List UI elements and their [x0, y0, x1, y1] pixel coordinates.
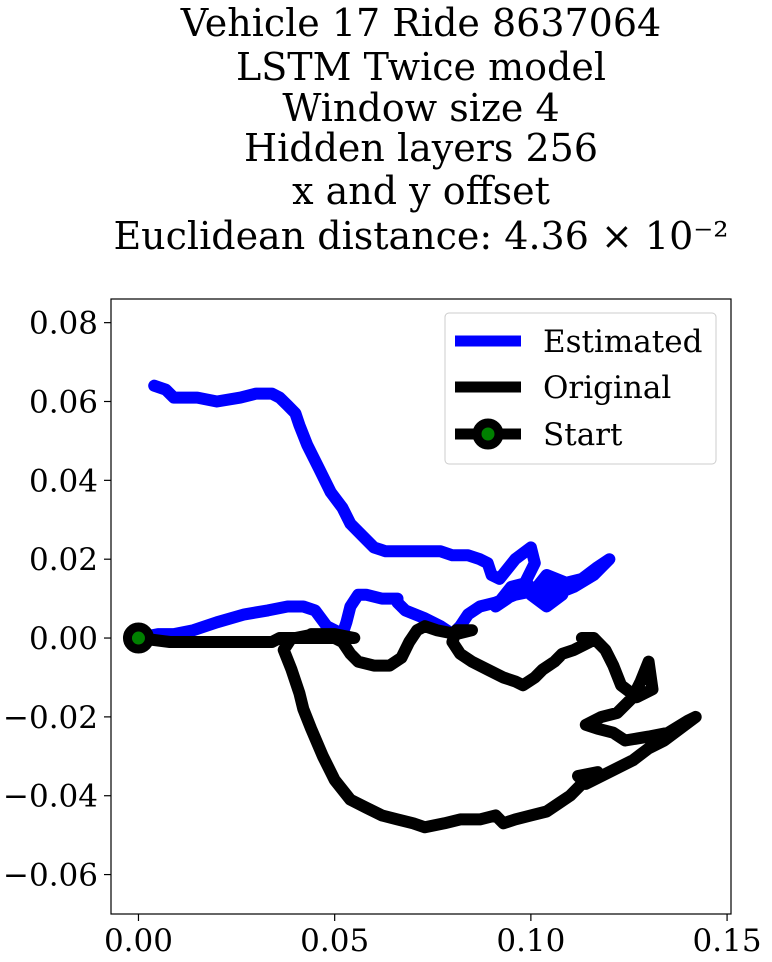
- x-tick-label: 0.00: [104, 923, 173, 959]
- y-tick-label: 0.04: [29, 463, 98, 499]
- y-tick-label: 0.08: [29, 306, 98, 342]
- y-tick-label: −0.06: [3, 858, 98, 894]
- legend-label-start: Start: [543, 417, 623, 453]
- y-tick-label: −0.02: [3, 700, 98, 736]
- x-tick-label: 0.05: [300, 923, 369, 959]
- plot-frame: [110, 298, 732, 915]
- y-tick-label: 0.00: [29, 621, 98, 657]
- series-line-original: [132, 620, 702, 834]
- y-tick-label: −0.04: [3, 779, 98, 815]
- y-tick-label: 0.02: [29, 542, 98, 578]
- title-line-1: Vehicle 17 Ride 8637064: [180, 1, 661, 45]
- start-marker: [122, 622, 154, 654]
- legend-label-original: Original: [543, 370, 671, 406]
- legend: Estimated Original Start: [444, 312, 717, 465]
- chart-title: Vehicle 17 Ride 8637064 LSTM Twice model…: [113, 1, 728, 258]
- legend-box: [444, 312, 717, 465]
- x-tick-label: 0.15: [693, 923, 762, 959]
- title-line-2: LSTM Twice model: [236, 45, 606, 89]
- title-line-4: Hidden layers 256: [244, 126, 598, 170]
- title-line-6: Euclidean distance: 4.36 × 10⁻²: [113, 214, 728, 258]
- y-tick-label: 0.06: [29, 385, 98, 421]
- series-line-estimated: [132, 379, 616, 644]
- title-line-3: Window size 4: [282, 86, 559, 130]
- x-tick-label: 0.10: [496, 923, 565, 959]
- title-line-5: x and y offset: [292, 169, 550, 213]
- legend-label-estimated: Estimated: [543, 324, 702, 360]
- legend-swatch-start-marker: [472, 418, 504, 450]
